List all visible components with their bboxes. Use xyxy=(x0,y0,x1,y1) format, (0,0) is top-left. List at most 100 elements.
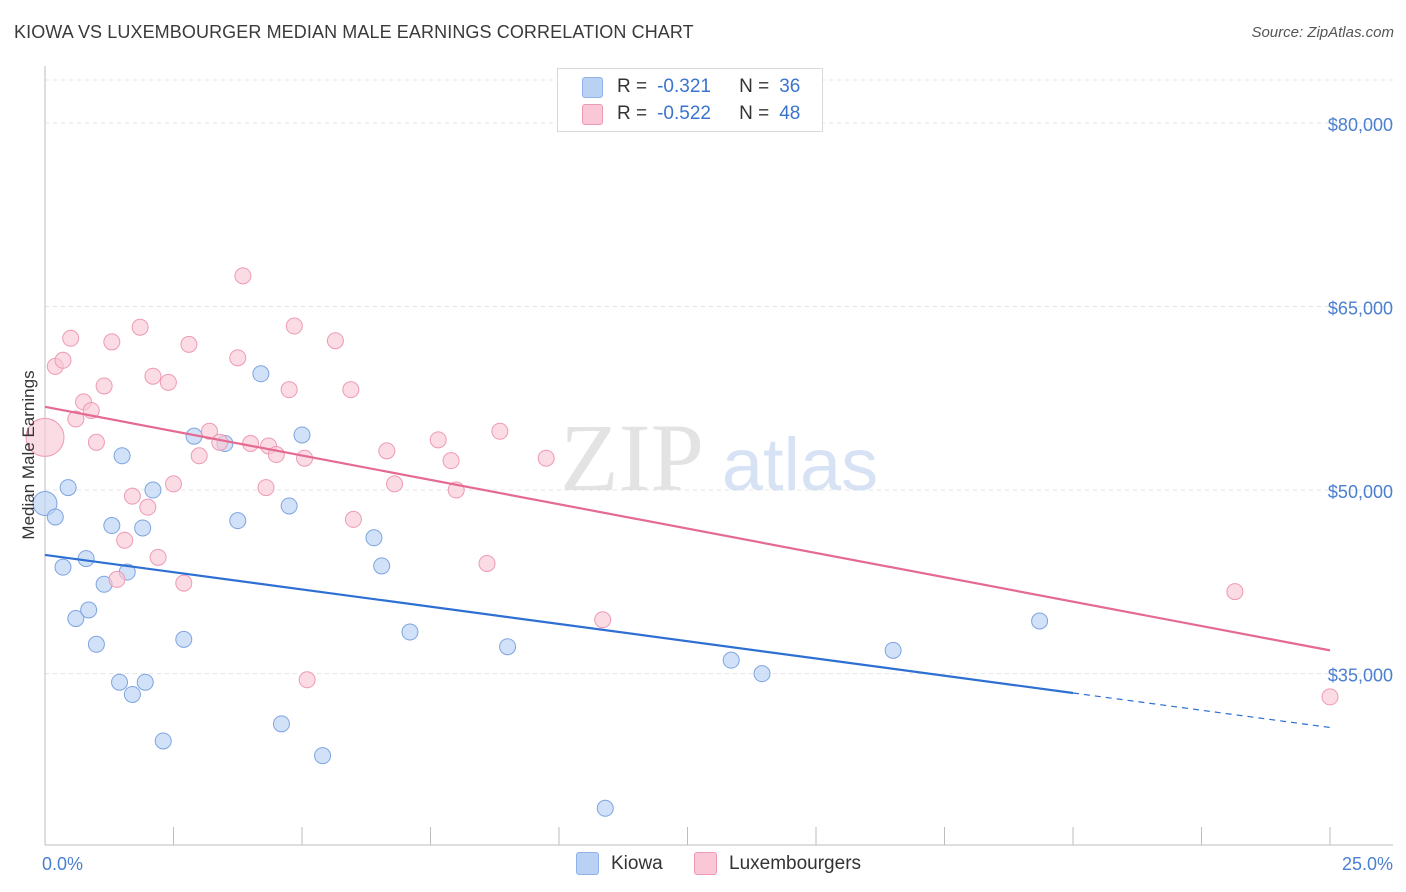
series-legend: Kiowa Luxembourgers xyxy=(0,852,1406,878)
luxembourger-point xyxy=(108,570,126,588)
luxembourger-point xyxy=(190,447,208,465)
kiowa-point xyxy=(722,651,740,669)
luxembourger-point xyxy=(180,335,198,353)
legend-swatch-luxembourgers xyxy=(694,852,717,875)
legend-label-kiowa: Kiowa xyxy=(611,852,663,874)
luxembourger-point xyxy=(149,548,167,566)
legend-n-label: N = xyxy=(739,103,770,124)
kiowa-point xyxy=(80,601,98,619)
legend-n-value: 48 xyxy=(779,103,801,124)
luxembourger-point xyxy=(298,671,316,689)
luxembourger-point xyxy=(211,433,229,451)
luxembourger-point xyxy=(87,433,105,451)
y-tick-label: $65,000 xyxy=(1328,298,1393,318)
kiowa-point xyxy=(1031,612,1049,630)
luxembourger-point xyxy=(159,373,177,391)
legend-item-luxembourgers: Luxembourgers xyxy=(694,852,861,875)
luxembourger-point xyxy=(229,349,247,367)
luxembourger-point xyxy=(242,435,260,453)
kiowa-point xyxy=(123,685,141,703)
luxembourger-point xyxy=(175,574,193,592)
kiowa-point xyxy=(272,715,290,733)
kiowa-point xyxy=(87,635,105,653)
luxembourger-trend-line xyxy=(44,405,1331,652)
legend-swatch-luxembourgers xyxy=(582,103,603,125)
luxembourger-point xyxy=(342,381,360,399)
kiowa-point xyxy=(499,638,517,656)
kiowa-point xyxy=(144,481,162,499)
data-points xyxy=(25,267,1339,817)
luxembourger-point xyxy=(67,410,85,428)
legend-swatch-kiowa xyxy=(576,852,599,875)
legend-swatch-kiowa xyxy=(582,76,603,98)
legend-row-kiowa: R = -0.321 N = 36 xyxy=(558,74,800,100)
luxembourger-point xyxy=(537,449,555,467)
luxembourger-point xyxy=(491,422,509,440)
luxembourger-point xyxy=(200,422,218,440)
luxembourger-point xyxy=(344,510,362,528)
y-tick-label: $35,000 xyxy=(1328,666,1393,686)
luxembourger-point xyxy=(296,449,314,467)
kiowa-trend-line xyxy=(44,553,1074,695)
luxembourger-point xyxy=(116,531,134,549)
kiowa-point xyxy=(252,365,270,383)
kiowa-point xyxy=(103,517,121,535)
luxembourger-point xyxy=(131,318,149,336)
luxembourger-point xyxy=(478,554,496,572)
kiowa-point xyxy=(54,558,72,576)
y-tick-labels: $80,000 $65,000 $50,000 $35,000 xyxy=(1328,115,1393,686)
gridlines xyxy=(45,79,1393,675)
y-tick-label: $80,000 xyxy=(1328,115,1393,135)
luxembourger-point xyxy=(1226,583,1244,601)
kiowa-point xyxy=(401,623,419,641)
luxembourger-point xyxy=(25,417,65,457)
legend-r-value: -0.321 xyxy=(657,76,711,97)
trend-lines xyxy=(44,405,1331,729)
luxembourger-point xyxy=(144,367,162,385)
kiowa-point xyxy=(293,426,311,444)
luxembourger-point xyxy=(386,475,404,493)
chart-title: KIOWA VS LUXEMBOURGER MEDIAN MALE EARNIN… xyxy=(14,22,694,42)
kiowa-point xyxy=(134,519,152,537)
kiowa-point xyxy=(229,512,247,530)
source-label: Source: ZipAtlas.com xyxy=(1251,24,1394,41)
legend-row-luxembourgers: R = -0.522 N = 48 xyxy=(558,101,800,127)
watermark-zip: ZIP xyxy=(560,404,704,511)
legend-label-luxembourgers: Luxembourgers xyxy=(729,852,862,874)
kiowa-point xyxy=(111,673,129,691)
luxembourger-point xyxy=(326,332,344,350)
luxembourger-point xyxy=(257,479,275,497)
kiowa-point xyxy=(314,747,332,765)
x-tick-label-left: 0.0% xyxy=(42,854,83,874)
kiowa-point xyxy=(175,630,193,648)
kiowa-point xyxy=(154,732,172,750)
luxembourger-point xyxy=(442,452,460,470)
correlation-legend: R = -0.321 N = 36 R = -0.522 N = 48 xyxy=(557,68,823,132)
kiowa-point xyxy=(46,508,64,526)
y-axis-title: Median Male Earnings xyxy=(19,370,38,539)
luxembourger-point xyxy=(103,333,121,351)
kiowa-point xyxy=(365,529,383,547)
kiowa-point xyxy=(596,799,614,817)
luxembourger-point xyxy=(234,267,252,285)
kiowa-point xyxy=(32,491,58,517)
legend-item-kiowa: Kiowa xyxy=(576,852,663,875)
kiowa-point xyxy=(280,497,298,515)
y-tick-label: $50,000 xyxy=(1328,482,1393,502)
luxembourger-point xyxy=(429,431,447,449)
legend-n-value: 36 xyxy=(779,76,801,97)
luxembourger-point xyxy=(280,381,298,399)
kiowa-point xyxy=(136,673,154,691)
kiowa-point xyxy=(59,479,77,497)
kiowa-point xyxy=(373,557,391,575)
luxembourger-point xyxy=(54,351,72,369)
legend-r-label: R = xyxy=(617,76,648,97)
watermark-atlas: atlas xyxy=(722,423,878,506)
luxembourger-point xyxy=(285,317,303,335)
luxembourger-point xyxy=(123,487,141,505)
kiowa-trend-line-extension xyxy=(1072,692,1331,729)
luxembourger-point xyxy=(378,442,396,460)
kiowa-point xyxy=(753,665,771,683)
kiowa-point xyxy=(67,610,85,628)
